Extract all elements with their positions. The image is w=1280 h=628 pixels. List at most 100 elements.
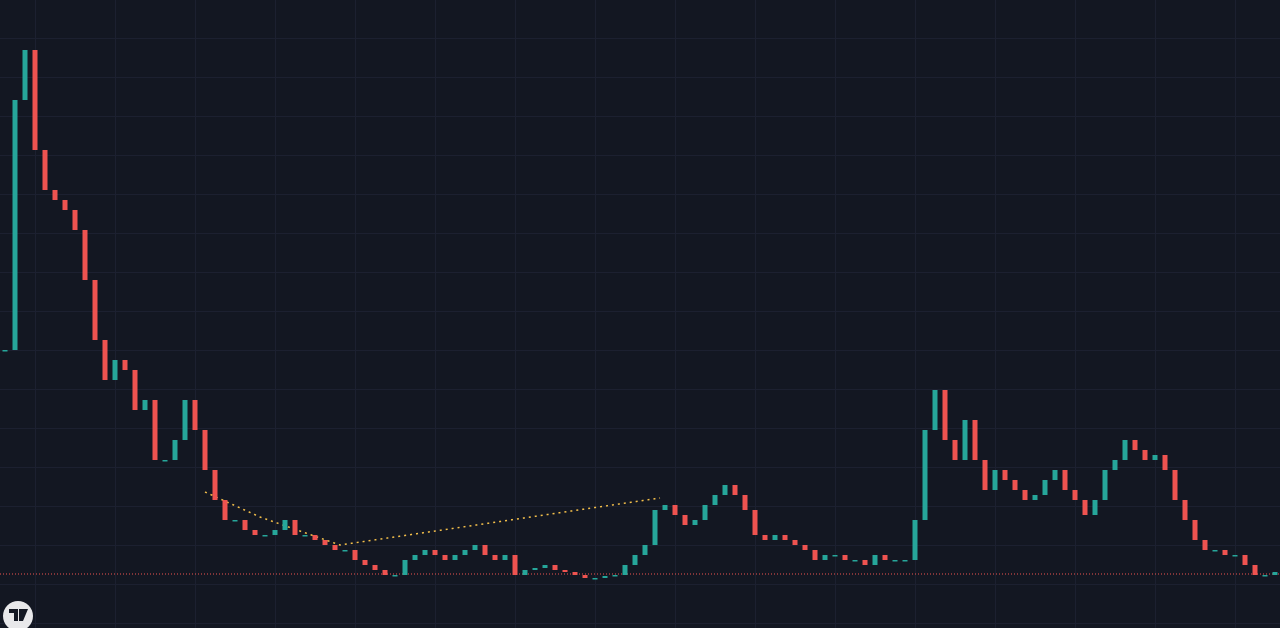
candle: [922, 430, 928, 520]
candle: [1242, 555, 1248, 565]
candle: [752, 510, 758, 535]
candle: [702, 505, 708, 520]
candle: [1142, 450, 1148, 460]
candle: [1192, 520, 1198, 540]
candle: [932, 390, 938, 430]
candle: [302, 535, 308, 537]
candle: [1232, 555, 1238, 557]
candle: [1202, 540, 1208, 550]
candle: [642, 545, 648, 555]
candle: [562, 570, 568, 572]
candle: [232, 520, 238, 522]
candle: [1022, 490, 1028, 500]
candle: [1152, 455, 1158, 460]
candle: [602, 576, 608, 578]
candle: [802, 545, 808, 550]
candle: [502, 555, 508, 560]
candle: [992, 470, 998, 490]
candle: [1212, 550, 1218, 552]
candle: [512, 555, 518, 575]
candle: [632, 555, 638, 565]
candle: [832, 555, 838, 557]
candle: [432, 550, 438, 555]
candle: [1122, 440, 1128, 460]
candle: [32, 50, 38, 150]
candle: [1102, 470, 1108, 500]
candle: [1182, 500, 1188, 520]
candle: [262, 535, 268, 537]
candle: [792, 540, 798, 545]
candle: [182, 400, 188, 440]
candle: [372, 565, 378, 570]
candle: [542, 565, 548, 568]
candle: [1172, 470, 1178, 500]
candle: [242, 520, 248, 530]
candle: [342, 550, 348, 552]
candle: [732, 485, 738, 495]
candle: [2, 350, 8, 352]
candle: [312, 535, 318, 540]
candle: [1032, 495, 1038, 500]
candle: [442, 555, 448, 560]
candle: [1052, 470, 1058, 480]
candle: [532, 568, 538, 570]
candle: [222, 500, 228, 520]
candle: [62, 200, 68, 210]
candle: [1062, 470, 1068, 490]
candle: [742, 495, 748, 510]
candle: [782, 535, 788, 540]
logo-mark[interactable]: [9, 609, 28, 621]
candle: [482, 545, 488, 555]
candle: [1132, 440, 1138, 450]
candle: [152, 400, 158, 460]
candle: [572, 572, 578, 575]
candle: [822, 555, 828, 560]
candle: [362, 560, 368, 565]
candle: [352, 550, 358, 560]
candle: [42, 150, 48, 190]
candle: [812, 550, 818, 560]
candle: [1112, 460, 1118, 470]
candle: [422, 550, 428, 555]
candle: [842, 555, 848, 560]
candle: [112, 360, 118, 380]
logo[interactable]: [3, 601, 33, 628]
candle: [582, 575, 588, 578]
candle: [292, 520, 298, 535]
candle: [652, 510, 658, 545]
candle: [712, 495, 718, 505]
candle: [762, 535, 768, 540]
candle: [172, 440, 178, 460]
candle: [82, 230, 88, 280]
candle: [162, 460, 168, 462]
candle: [412, 555, 418, 560]
candle: [972, 420, 978, 460]
candle: [212, 470, 218, 500]
candle: [142, 400, 148, 410]
candle: [1092, 500, 1098, 515]
candle: [552, 565, 558, 570]
candle: [332, 545, 338, 550]
candle: [1082, 500, 1088, 515]
candle: [662, 505, 668, 510]
candle: [1272, 572, 1278, 575]
candle: [72, 210, 78, 230]
candle: [1222, 550, 1228, 555]
candle: [52, 190, 58, 200]
candle: [1262, 575, 1268, 577]
candle: [132, 370, 138, 410]
trend-line: [204, 491, 661, 546]
candle: [382, 570, 388, 575]
candle: [202, 430, 208, 470]
candle: [962, 420, 968, 460]
candle: [272, 530, 278, 535]
candle: [102, 340, 108, 380]
candle: [902, 560, 908, 562]
candle: [722, 485, 728, 495]
candle: [592, 578, 598, 580]
candle: [122, 360, 128, 370]
candle: [612, 575, 618, 577]
candle: [12, 100, 18, 350]
